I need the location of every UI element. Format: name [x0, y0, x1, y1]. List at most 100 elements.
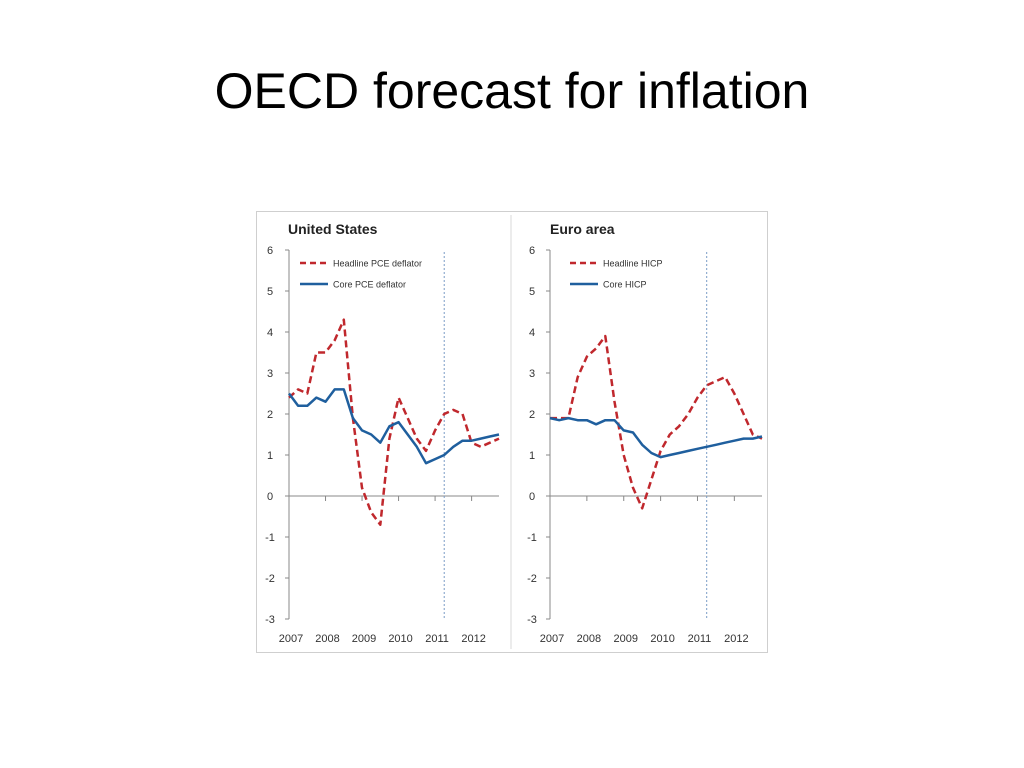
y-tick-label: 5: [529, 286, 535, 298]
data-point: [559, 418, 560, 419]
data-point: [577, 420, 578, 421]
x-tick-label: 2007: [279, 633, 303, 645]
data-point: [734, 440, 735, 441]
data-point: [660, 456, 661, 457]
series-line-headline: [550, 334, 763, 510]
data-point: [614, 420, 615, 421]
data-point: [334, 389, 335, 390]
data-point: [697, 397, 698, 398]
y-tick-label: -1: [265, 532, 275, 544]
data-point: [325, 352, 326, 353]
data-point: [371, 512, 372, 513]
data-point: [380, 442, 381, 443]
data-point: [453, 409, 454, 410]
data-point: [549, 418, 550, 419]
data-point: [316, 397, 317, 398]
data-point: [416, 446, 417, 447]
data-point: [669, 434, 670, 435]
data-point: [642, 444, 643, 445]
data-point: [623, 430, 624, 431]
data-point: [298, 405, 299, 406]
data-point: [595, 348, 596, 349]
series-line-headline: [288, 318, 500, 526]
x-tick-label: 2007: [540, 633, 564, 645]
y-tick-label: 2: [529, 409, 535, 421]
data-point: [715, 444, 716, 445]
y-tick-label: -1: [527, 532, 537, 544]
data-point: [453, 446, 454, 447]
data-point: [288, 393, 289, 394]
data-point: [398, 422, 399, 423]
data-point: [660, 450, 661, 451]
data-point: [678, 426, 679, 427]
data-point: [734, 393, 735, 394]
data-point: [725, 442, 726, 443]
data-point: [632, 432, 633, 433]
data-point: [605, 420, 606, 421]
y-tick-label: 3: [267, 368, 273, 380]
data-point: [614, 401, 615, 402]
data-point: [498, 434, 499, 435]
data-point: [595, 424, 596, 425]
data-point: [298, 389, 299, 390]
data-point: [489, 436, 490, 437]
data-point: [725, 377, 726, 378]
x-tick-label: 2010: [650, 633, 674, 645]
data-point: [678, 452, 679, 453]
data-point: [407, 434, 408, 435]
x-tick-label: 2011: [425, 633, 449, 645]
data-point: [651, 452, 652, 453]
data-point: [471, 440, 472, 441]
series-line-core: [287, 388, 500, 465]
x-tick-label: 2009: [352, 633, 376, 645]
y-tick-label: 4: [529, 327, 535, 339]
y-tick-label: 6: [267, 245, 273, 257]
y-tick-label: 1: [529, 450, 535, 462]
data-point: [669, 454, 670, 455]
data-point: [361, 487, 362, 488]
y-tick-label: 0: [529, 491, 535, 503]
data-point: [425, 450, 426, 451]
data-point: [434, 430, 435, 431]
data-point: [586, 420, 587, 421]
y-tick-label: 4: [267, 327, 273, 339]
y-tick-label: 2: [267, 409, 273, 421]
data-point: [761, 436, 762, 437]
slide-title: OECD forecast for inflation: [214, 63, 810, 119]
y-tick-label: -2: [265, 573, 275, 585]
data-point: [743, 438, 744, 439]
data-point: [361, 430, 362, 431]
data-point: [697, 448, 698, 449]
data-point: [325, 401, 326, 402]
y-tick-label: -3: [265, 614, 275, 626]
data-point: [462, 413, 463, 414]
data-point: [288, 397, 289, 398]
panel-title: United States: [288, 221, 378, 237]
x-tick-label: 2010: [388, 633, 412, 645]
data-point: [752, 434, 753, 435]
legend-label: Headline PCE deflator: [333, 259, 422, 269]
data-point: [307, 405, 308, 406]
data-point: [623, 454, 624, 455]
x-tick-label: 2008: [577, 633, 601, 645]
data-point: [761, 438, 762, 439]
data-point: [380, 524, 381, 525]
panel-title: Euro area: [550, 221, 615, 237]
x-tick-label: 2009: [613, 633, 637, 645]
data-point: [752, 438, 753, 439]
figure-frame: [256, 211, 768, 653]
data-point: [489, 442, 490, 443]
data-point: [715, 381, 716, 382]
data-point: [352, 418, 353, 419]
data-point: [316, 352, 317, 353]
data-point: [371, 434, 372, 435]
data-point: [586, 356, 587, 357]
data-point: [688, 450, 689, 451]
data-point: [577, 377, 578, 378]
data-point: [434, 459, 435, 460]
data-point: [307, 393, 308, 394]
data-point: [389, 438, 390, 439]
y-tick-label: 0: [267, 491, 273, 503]
data-point: [706, 385, 707, 386]
